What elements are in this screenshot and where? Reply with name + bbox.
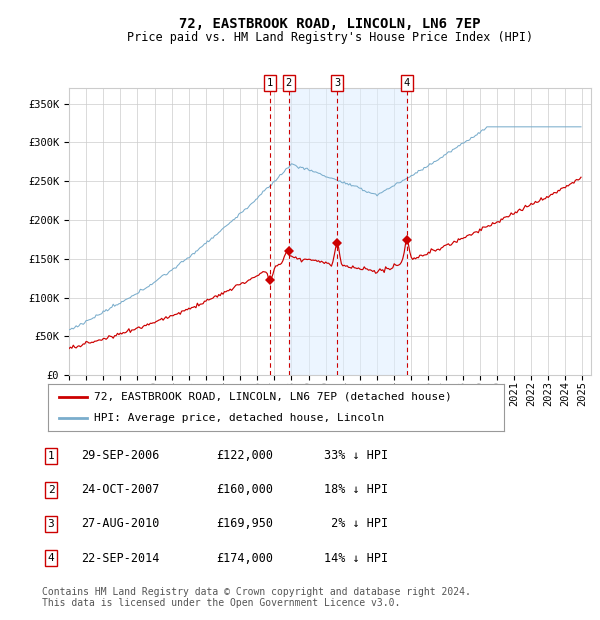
Text: 2% ↓ HPI: 2% ↓ HPI [324, 518, 388, 530]
Text: 2: 2 [286, 78, 292, 88]
Text: £122,000: £122,000 [216, 450, 273, 462]
Text: £169,950: £169,950 [216, 518, 273, 530]
Text: 22-SEP-2014: 22-SEP-2014 [81, 552, 160, 564]
Text: £174,000: £174,000 [216, 552, 273, 564]
Text: 3: 3 [334, 78, 340, 88]
Text: 29-SEP-2006: 29-SEP-2006 [81, 450, 160, 462]
Text: Price paid vs. HM Land Registry's House Price Index (HPI): Price paid vs. HM Land Registry's House … [127, 31, 533, 44]
Text: 14% ↓ HPI: 14% ↓ HPI [324, 552, 388, 564]
Text: £160,000: £160,000 [216, 484, 273, 496]
Text: 24-OCT-2007: 24-OCT-2007 [81, 484, 160, 496]
Text: 72, EASTBROOK ROAD, LINCOLN, LN6 7EP: 72, EASTBROOK ROAD, LINCOLN, LN6 7EP [179, 17, 481, 32]
Text: 72, EASTBROOK ROAD, LINCOLN, LN6 7EP (detached house): 72, EASTBROOK ROAD, LINCOLN, LN6 7EP (de… [94, 392, 451, 402]
Text: 1: 1 [267, 78, 273, 88]
Text: 27-AUG-2010: 27-AUG-2010 [81, 518, 160, 530]
Text: 2: 2 [47, 485, 55, 495]
Text: HPI: Average price, detached house, Lincoln: HPI: Average price, detached house, Linc… [94, 413, 384, 423]
Text: 1: 1 [47, 451, 55, 461]
Text: This data is licensed under the Open Government Licence v3.0.: This data is licensed under the Open Gov… [42, 598, 400, 608]
Text: 4: 4 [47, 553, 55, 563]
Text: 3: 3 [47, 519, 55, 529]
Text: 4: 4 [404, 78, 410, 88]
Text: 18% ↓ HPI: 18% ↓ HPI [324, 484, 388, 496]
Text: 33% ↓ HPI: 33% ↓ HPI [324, 450, 388, 462]
Bar [289, 88, 407, 375]
Text: Contains HM Land Registry data © Crown copyright and database right 2024.: Contains HM Land Registry data © Crown c… [42, 587, 471, 597]
